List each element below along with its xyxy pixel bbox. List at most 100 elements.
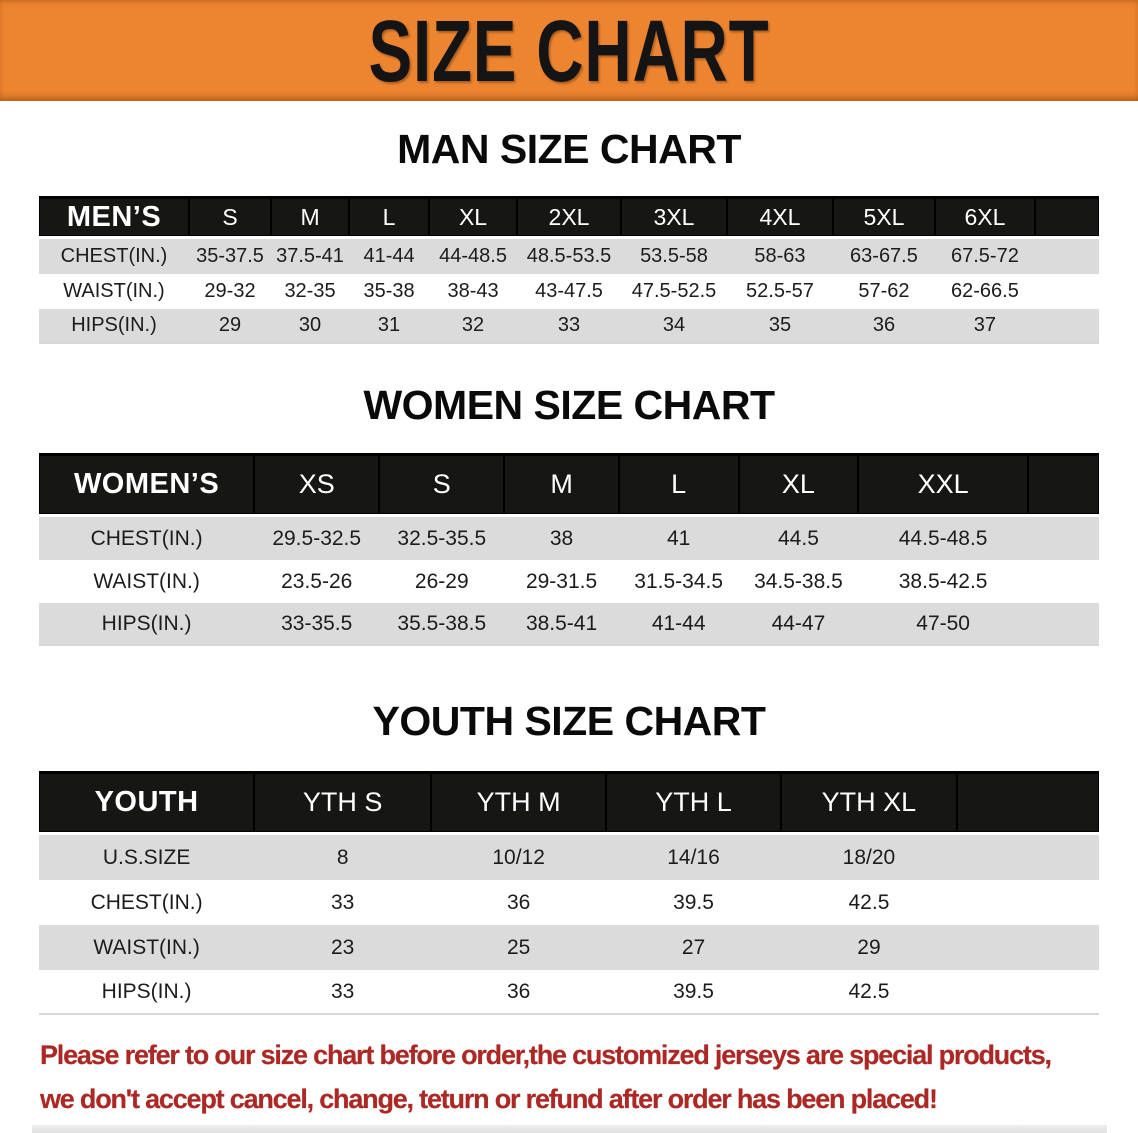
- size-value-cell: 31.5-34.5: [618, 560, 739, 603]
- size-column-header: L: [618, 453, 739, 517]
- size-value-cell: 29-31.5: [504, 560, 619, 603]
- size-value-cell: 38: [504, 517, 619, 560]
- size-value-cell: 34.5-38.5: [738, 560, 859, 603]
- size-value-cell: 42.5: [780, 970, 957, 1015]
- spacer-cell: [956, 925, 1099, 970]
- size-value-cell: 57-62: [832, 274, 935, 309]
- size-chart-content: MAN SIZE CHART MEN’S S M L XL 2XL 3XL 4XL 5XL 6XL…: [0, 126, 1138, 1133]
- size-value-cell: 44.5-48.5: [858, 517, 1028, 560]
- size-value-cell: 25: [431, 925, 607, 970]
- size-column-header: XL: [738, 453, 859, 517]
- size-value-cell: 43-47.5: [517, 274, 621, 309]
- size-column-header: XS: [254, 453, 380, 517]
- table-row: WAIST(IN.) 29-32 32-35 35-38 38-43 43-47.5 47.…: [39, 274, 1099, 309]
- size-value-cell: 18/20: [780, 835, 957, 880]
- size-value-cell: 29: [188, 309, 272, 344]
- table-row: WAIST(IN.) 23.5-26 26-29 29-31.5 31.5-34.5 34…: [39, 560, 1099, 603]
- table-group-label: MEN’S: [39, 196, 189, 239]
- size-value-cell: 47-50: [858, 603, 1028, 646]
- banner-title: SIZE CHART: [368, 1, 770, 100]
- size-value-cell: 29-32: [188, 274, 272, 309]
- spacer-cell: [1034, 196, 1099, 239]
- size-column-header: L: [349, 196, 430, 239]
- size-value-cell: 23: [254, 925, 432, 970]
- table-row: CHEST(IN.) 33 36 39.5 42.5: [39, 880, 1099, 925]
- size-value-cell: 27: [606, 925, 781, 970]
- spacer-cell: [1027, 453, 1099, 517]
- size-column-header: YTH S: [254, 771, 432, 835]
- size-value-cell: 32.5-35.5: [379, 517, 505, 560]
- men-size-table: MEN’S S M L XL 2XL 3XL 4XL 5XL 6XL CHEST(IN.) 35-37…: [39, 196, 1099, 344]
- youth-size-section: YOUTH SIZE CHART YOUTH YTH S YTH M YTH L YTH…: [0, 698, 1138, 1015]
- size-column-header: S: [188, 196, 272, 239]
- size-column-header: M: [271, 196, 350, 239]
- bottom-divider: [31, 1125, 1107, 1133]
- size-column-header: YTH M: [431, 771, 607, 835]
- row-label: WAIST(IN.): [39, 925, 255, 970]
- spacer-cell: [1027, 517, 1099, 560]
- size-value-cell: 35: [726, 309, 833, 344]
- disclaimer-note: Please refer to our size chart before or…: [0, 1033, 1138, 1121]
- size-value-cell: 33: [517, 309, 621, 344]
- spacer-cell: [1027, 603, 1099, 646]
- size-value-cell: 32-35: [271, 274, 350, 309]
- women-size-table: WOMEN’S XS S M L XL XXL CHEST(IN.) 29.5-32.5 32.5…: [39, 453, 1099, 646]
- size-value-cell: 38.5-42.5: [858, 560, 1028, 603]
- row-label: CHEST(IN.): [39, 517, 255, 560]
- size-column-header: 2XL: [517, 196, 621, 239]
- size-value-cell: 44-47: [738, 603, 859, 646]
- size-value-cell: 29: [780, 925, 957, 970]
- table-row: CHEST(IN.) 29.5-32.5 32.5-35.5 38 41 44.5 44.5…: [39, 517, 1099, 560]
- table-row: HIPS(IN.) 33-35.5 35.5-38.5 38.5-41 41-44 44-…: [39, 603, 1099, 646]
- table-row: WAIST(IN.) 23 25 27 29: [39, 925, 1099, 970]
- row-label: WAIST(IN.): [39, 274, 189, 309]
- size-chart-banner: SIZE CHART: [0, 0, 1138, 101]
- size-value-cell: 10/12: [431, 835, 607, 880]
- size-value-cell: 52.5-57: [726, 274, 833, 309]
- size-column-header: XL: [429, 196, 518, 239]
- size-value-cell: 36: [431, 970, 607, 1015]
- size-value-cell: 31: [349, 309, 430, 344]
- size-value-cell: 37: [934, 309, 1035, 344]
- spacer-cell: [1034, 274, 1099, 309]
- spacer-cell: [1027, 560, 1099, 603]
- spacer-cell: [956, 970, 1099, 1015]
- row-label: HIPS(IN.): [39, 309, 189, 344]
- size-column-header: 3XL: [621, 196, 727, 239]
- men-section-heading: MAN SIZE CHART: [397, 126, 741, 172]
- table-row: U.S.SIZE 8 10/12 14/16 18/20: [39, 835, 1099, 880]
- women-section-heading: WOMEN SIZE CHART: [363, 382, 775, 428]
- size-value-cell: 44.5: [738, 517, 859, 560]
- size-value-cell: 38-43: [429, 274, 518, 309]
- size-value-cell: 39.5: [606, 880, 781, 925]
- size-value-cell: 41-44: [349, 239, 430, 274]
- table-group-label: YOUTH: [39, 771, 255, 835]
- size-column-header: 5XL: [832, 196, 935, 239]
- size-value-cell: 62-66.5: [934, 274, 1035, 309]
- youth-size-table: YOUTH YTH S YTH M YTH L YTH XL U.S.SIZE 8 10/12…: [39, 771, 1099, 1015]
- table-header-row: WOMEN’S XS S M L XL XXL: [39, 453, 1099, 517]
- size-value-cell: 36: [431, 880, 607, 925]
- disclaimer-line-1: Please refer to our size chart before or…: [40, 1040, 1052, 1070]
- size-value-cell: 29.5-32.5: [254, 517, 380, 560]
- table-header-row: MEN’S S M L XL 2XL 3XL 4XL 5XL 6XL: [39, 196, 1099, 239]
- size-column-header: YTH XL: [780, 771, 957, 835]
- youth-section-heading: YOUTH SIZE CHART: [372, 698, 766, 744]
- table-row: CHEST(IN.) 35-37.5 37.5-41 41-44 44-48.5 48.5…: [39, 239, 1099, 274]
- size-value-cell: 32: [429, 309, 518, 344]
- size-column-header: 6XL: [934, 196, 1035, 239]
- size-value-cell: 30: [271, 309, 350, 344]
- size-value-cell: 23.5-26: [254, 560, 380, 603]
- spacer-cell: [956, 771, 1099, 835]
- size-value-cell: 34: [621, 309, 727, 344]
- size-value-cell: 63-67.5: [832, 239, 935, 274]
- size-value-cell: 42.5: [780, 880, 957, 925]
- size-value-cell: 41-44: [618, 603, 739, 646]
- size-value-cell: 35-38: [349, 274, 430, 309]
- size-column-header: M: [504, 453, 619, 517]
- size-value-cell: 35.5-38.5: [379, 603, 505, 646]
- row-label: CHEST(IN.): [39, 239, 189, 274]
- size-value-cell: 38.5-41: [504, 603, 619, 646]
- spacer-cell: [1034, 309, 1099, 344]
- size-column-header: 4XL: [726, 196, 833, 239]
